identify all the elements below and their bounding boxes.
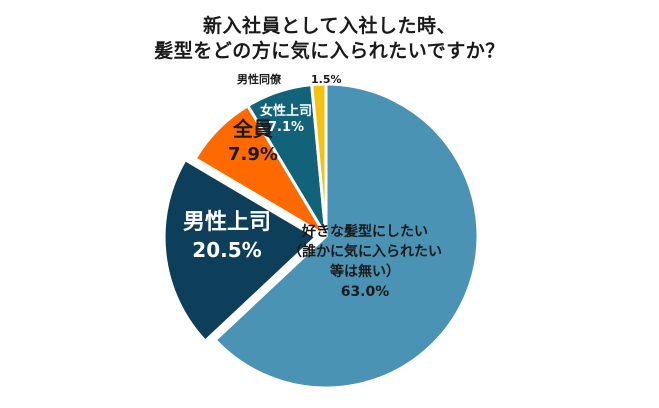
chart-title-line-1: 新入社員として入社した時、: [203, 15, 456, 37]
slice-male-boss-value: 20.5%: [192, 238, 261, 262]
slice-female-boss-value: 7.1%: [268, 120, 304, 135]
slice-male-colleague: [310, 82, 328, 238]
slice-hairstyle-free-value: 63.0%: [341, 284, 390, 300]
slice-hairstyle-free-name-line-3: 等は無い）: [330, 263, 400, 280]
slice-male-colleague-name: 男性同僚: [237, 72, 282, 86]
slice-hairstyle-free-name-line-1: 好きな髪型にしたい: [301, 223, 428, 240]
slice-hairstyle-free-name-line-2: （誰かに気に入られたい: [288, 243, 442, 260]
slice-male-colleague-value: 1.5%: [311, 73, 342, 86]
chart-title-line-2: 髪型をどの方に気に入られたいですか？: [154, 40, 505, 62]
slice-male-boss-name-line-1: 男性上司: [183, 210, 271, 235]
slice-female-boss-name-line-1: 女性上司: [260, 103, 312, 119]
slice-hairstyle-free: [213, 82, 480, 390]
slice-male-boss: [162, 158, 318, 343]
slice-male-boss-label: 男性上司 20.5%: [183, 210, 271, 262]
slice-everyone-name-line-1: 全員: [232, 117, 273, 141]
slice-everyone-value: 7.9%: [228, 144, 278, 165]
pie-slices: [162, 82, 480, 390]
slice-everyone-label: 全員 7.9%: [228, 117, 278, 165]
slice-male-colleague-label: 男性同僚 1.5%: [237, 72, 342, 86]
